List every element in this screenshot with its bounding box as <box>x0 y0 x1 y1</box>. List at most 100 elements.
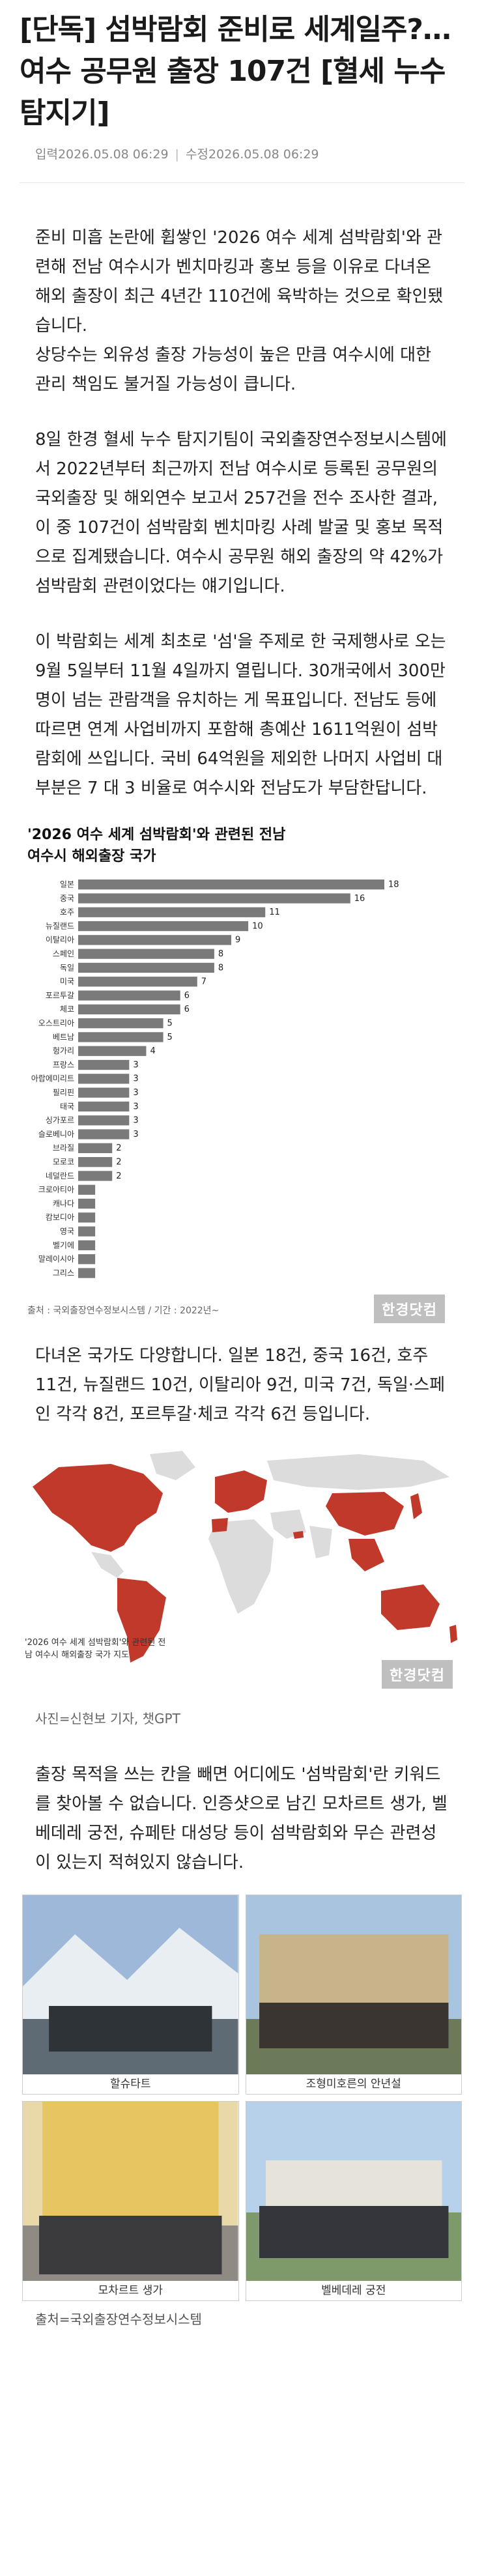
chart-value-label: 10 <box>252 921 263 931</box>
chart-bar <box>78 1184 96 1195</box>
chart-category-label: 슬로베니아 <box>38 1130 74 1139</box>
chart-bar <box>78 1018 164 1029</box>
chart-category-label: 헝가리 <box>53 1046 74 1055</box>
chart-value-label: 4 <box>150 1046 155 1056</box>
date-separator: | <box>175 147 179 162</box>
chart-category-label: 영국 <box>60 1227 74 1236</box>
paragraph-3: 8일 한경 혈세 누수 탐지기팀이 국외출장연수정보시스템에서 2022년부터 … <box>35 430 447 596</box>
photo-mozart-house: 모차르트 생가 <box>22 2101 239 2301</box>
chart-bar <box>78 921 249 932</box>
paragraph-4: 이 박람회는 세계 최초로 '섬'을 주제로 한 국제행사로 오는 9월 5일부… <box>35 632 446 798</box>
chart-value-label: 3 <box>133 1088 138 1098</box>
chart-bar <box>78 1087 130 1098</box>
chart-brand-logo: 한경닷컴 <box>374 1295 445 1323</box>
chart-value-label: 3 <box>133 1060 138 1070</box>
chart-category-label: 네덜란드 <box>46 1171 74 1181</box>
paragraph-2: 상당수는 외유성 출장 가능성이 높은 만큼 여수시에 대한 관리 책임도 불거… <box>35 345 432 394</box>
map-middle-east <box>270 1510 306 1539</box>
world-map-svg <box>33 1451 457 1663</box>
chart-category-label: 크로아티아 <box>38 1185 74 1194</box>
chart-value-label: 6 <box>184 1005 190 1014</box>
map-china <box>326 1492 404 1536</box>
chart-bar <box>78 1129 130 1139</box>
chart-bar <box>78 1171 113 1181</box>
chart-value-label: 2 <box>116 1143 121 1153</box>
chart-category-label: 프랑스 <box>53 1060 74 1069</box>
chart-bar <box>78 935 231 945</box>
map-africa <box>208 1519 274 1614</box>
chart-bar <box>78 1268 96 1278</box>
chart-category-label: 모로코 <box>53 1157 74 1166</box>
map-southeast-asia <box>349 1539 384 1571</box>
chart-source: 출처 : 국외출장연수정보시스템 / 기간 : 2022년~ <box>27 1306 220 1316</box>
photo-caption: 벨베데레 궁전 <box>246 2281 461 2300</box>
chart-value-label: 8 <box>218 949 223 959</box>
paragraph-1: 준비 미흡 논란에 휩쌓인 '2026 여수 세계 섬박람회'와 관련해 전남 … <box>35 228 444 336</box>
map-greenland <box>150 1451 195 1480</box>
chart-bar <box>78 1143 113 1153</box>
photo-caption: 할슈타트 <box>23 2074 238 2094</box>
chart-category-label: 호주 <box>60 908 74 917</box>
chart-category-label: 오스트리아 <box>38 1018 74 1027</box>
chart-bar <box>78 949 214 959</box>
photo-caption: 모차르트 생가 <box>23 2281 238 2300</box>
map-caption: '2026 여수 세계 섬박람회'와 관련된 전남 여수시 해외출장 국가 지도 <box>25 1638 166 1660</box>
chart-bar <box>78 962 214 973</box>
chart-category-label: 뉴질랜드 <box>46 921 74 930</box>
photo-castle: 조형미호른의 안년설 <box>245 1895 462 2095</box>
chart-category-label: 캄보디아 <box>46 1213 74 1222</box>
chart-value-label: 6 <box>184 991 190 1001</box>
bar-chart-svg: 일본 18 중국 16 호주 11 뉴질랜드 10 이탈리아 9 스페인 8 독일 8 미국 7 포르투갈 6 체코… <box>31 880 399 1278</box>
chart-value-label: 3 <box>133 1130 138 1139</box>
chart-bar <box>78 1240 96 1251</box>
chart-value-label: 3 <box>133 1116 138 1126</box>
chart-category-label: 체코 <box>60 1005 74 1014</box>
chart-value-label: 11 <box>269 908 280 917</box>
chart-value-label: 3 <box>133 1102 138 1111</box>
final-source: 출처=국외출장연수정보시스템 <box>35 2311 202 2327</box>
chart-value-label: 8 <box>218 963 223 973</box>
chart-category-label: 독일 <box>60 963 74 972</box>
map-central-america <box>91 1552 124 1578</box>
chart-bar <box>78 1157 113 1167</box>
chart-value-label: 5 <box>167 1033 173 1042</box>
chart-category-label: 일본 <box>60 880 74 889</box>
map-australia <box>381 1584 440 1630</box>
chart-bar <box>78 880 384 890</box>
photo-caption: 조형미호른의 안년설 <box>246 2074 461 2094</box>
chart-category-label: 브라질 <box>53 1143 74 1152</box>
paragraph-5: 다녀온 국가도 다양합니다. 일본 18건, 중국 16건, 호주 11건, 뉴… <box>35 1346 445 1424</box>
chart-category-label: 그리스 <box>53 1268 74 1278</box>
map-new-zealand <box>449 1625 457 1643</box>
header-divider <box>20 182 464 183</box>
chart-value-label: 2 <box>116 1171 121 1181</box>
map-uae <box>293 1531 304 1539</box>
map-brand-logo: 한경닷컴 <box>382 1660 453 1689</box>
modified-date: 수정2026.05.08 06:29 <box>185 147 319 162</box>
chart-bar <box>78 1212 96 1223</box>
chart-title: '2026 여수 세계 섬박람회'와 관련된 전남 여수시 해외출장 국가 <box>27 827 286 865</box>
chart-value-label: 5 <box>167 1018 173 1028</box>
chart-bar <box>78 1046 147 1056</box>
photo-hallstatt: 할슈타트 <box>22 1895 239 2095</box>
chart-bar <box>78 977 197 987</box>
map-north-america <box>33 1464 163 1552</box>
chart-value-label: 2 <box>116 1157 121 1167</box>
map-europe <box>215 1470 267 1513</box>
chart-category-label: 미국 <box>60 977 74 986</box>
published-date: 입력2026.05.08 06:29 <box>35 147 169 162</box>
chart-category-label: 필리핀 <box>53 1088 74 1097</box>
chart-value-label: 18 <box>388 880 399 889</box>
chart-category-label: 싱가포르 <box>46 1116 74 1125</box>
chart-bar <box>78 990 180 1001</box>
chart-category-label: 말레이시아 <box>38 1255 74 1264</box>
chart-value-label: 9 <box>235 936 240 945</box>
photo-belvedere: 벨베데레 궁전 <box>245 2101 462 2301</box>
chart-bar <box>78 1004 180 1014</box>
chart-bar <box>78 1059 130 1070</box>
chart-category-label: 포르투갈 <box>46 991 74 1000</box>
map-morocco <box>212 1518 228 1532</box>
chart-category-label: 벨기에 <box>53 1240 74 1250</box>
chart-category-label: 이탈리아 <box>46 936 74 945</box>
